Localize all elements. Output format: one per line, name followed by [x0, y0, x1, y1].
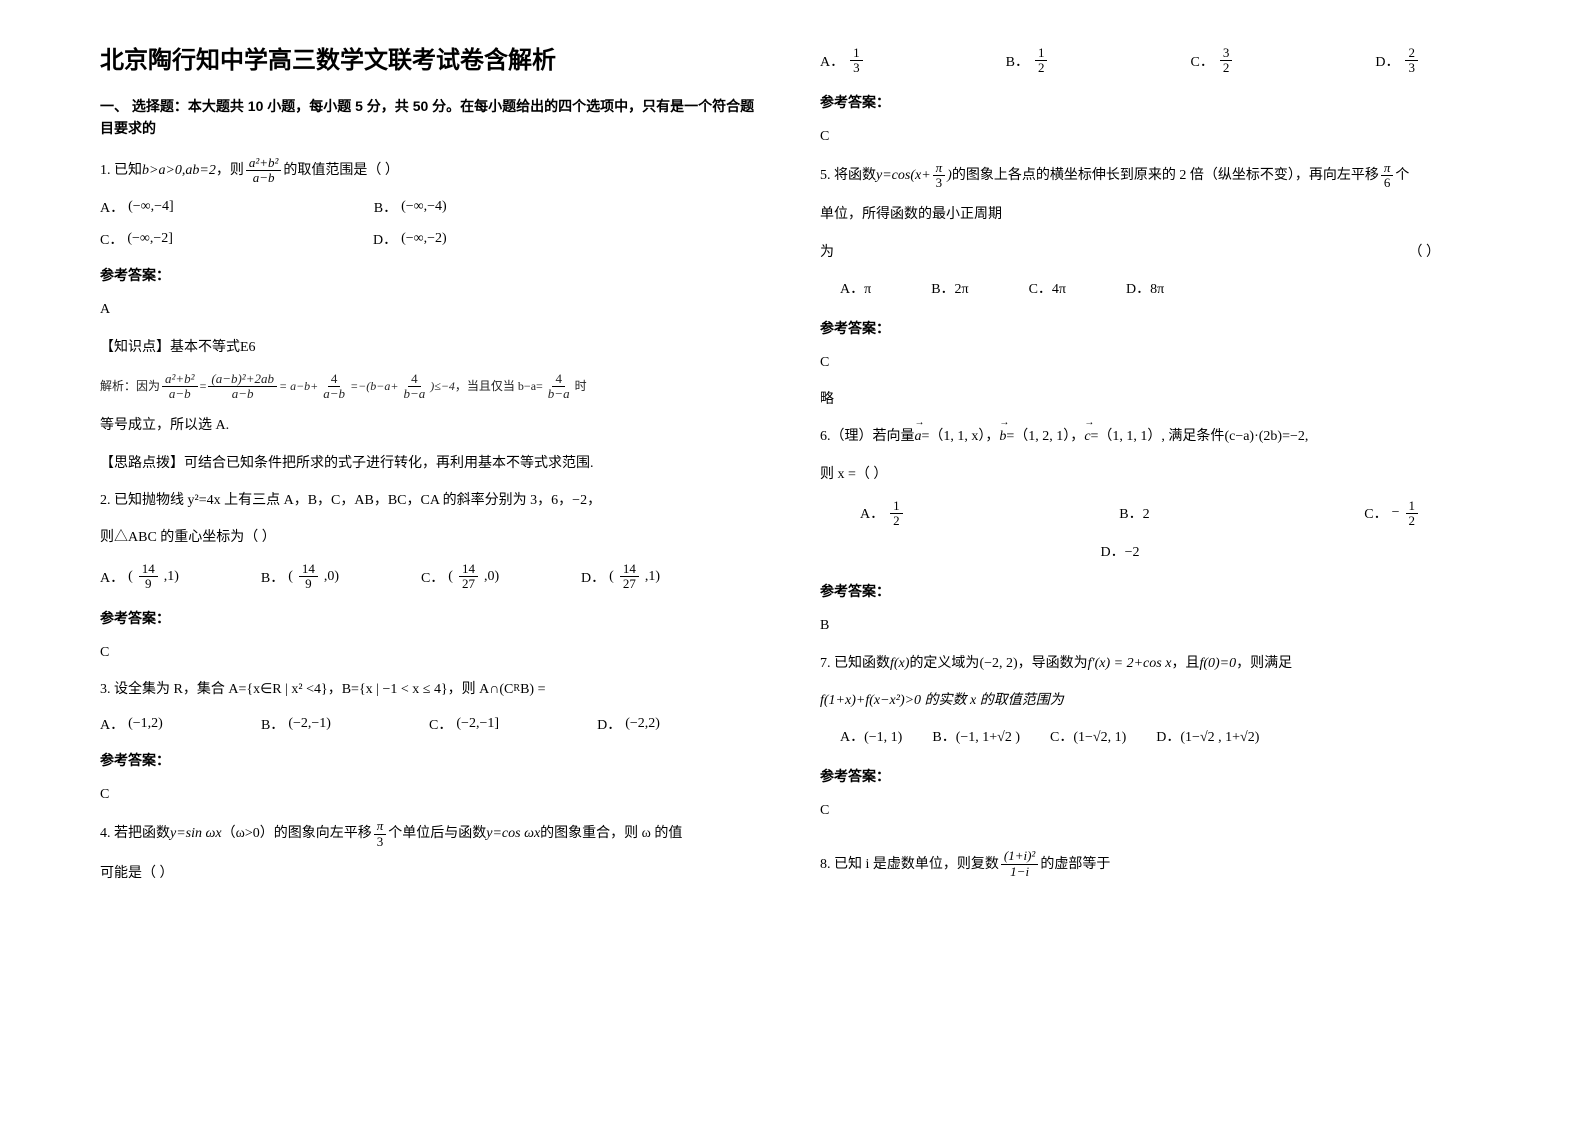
- q4-ans: C: [820, 124, 1480, 149]
- q3-ans: C: [100, 782, 760, 807]
- q1-expl: 解析：因为 a²+b²a−b = (a−b)²+2aba−b = a−b+ 4a…: [100, 372, 760, 402]
- q1-mid: ，则: [216, 158, 244, 183]
- q2-C: C． (1427,0): [421, 562, 499, 592]
- q3-stem: 3. 设全集为 R，集合 A= {x∈R | x² <4} ，B= {x | −…: [100, 677, 760, 702]
- q1-frac: a²+b² a−b: [246, 156, 282, 186]
- q1-stem: 1. 已知 b>a>0,ab=2 ，则 a²+b² a−b 的取值范围是（ ）: [100, 156, 760, 186]
- q7-line2: f(1+x)+f(x−x²)>0 的实数 x 的取值范围为: [820, 688, 1480, 713]
- q5-stem: 5. 将函数 y=cos(x+ π3 ) 的图象上各点的横坐标伸长到原来的 2 …: [820, 161, 1480, 191]
- left-column: 北京陶行知中学高三数学文联考试卷含解析 一、 选择题：本大题共 10 小题，每小…: [100, 40, 760, 892]
- q6-ans-head: 参考答案：: [820, 581, 1480, 601]
- q3-B: B．(−2,−1): [261, 714, 331, 734]
- q2-ans-head: 参考答案：: [100, 608, 760, 628]
- q5-note: 略: [820, 387, 1480, 412]
- q2-stem2: 则△ABC 的重心坐标为（ ）: [100, 525, 760, 550]
- q5-line3: 为 （ ）: [820, 240, 1440, 265]
- q6-stem: 6.（理）若向量 a =（1, 1, x）， b =（1, 2, 1）， c =…: [820, 424, 1480, 449]
- q2-B: B． (149,0): [261, 562, 339, 592]
- q6-ans: B: [820, 613, 1480, 638]
- q8-stem: 8. 已知 i 是虚数单位，则复数 (1+i)²1−i 的虚部等于: [820, 849, 1480, 879]
- q2-D: D． (1427,1): [581, 562, 660, 592]
- q7-ans-head: 参考答案：: [820, 766, 1480, 786]
- q7-ans: C: [820, 798, 1480, 823]
- q2-opts: A． (149,1) B． (149,0) C． (1427,0) D． (14…: [100, 562, 660, 592]
- q1-D: D．(−∞,−2): [373, 229, 447, 249]
- q1-opts-1: A．(−∞,−4] B．(−∞,−4): [100, 197, 760, 217]
- q5-ans: C: [820, 350, 1480, 375]
- q4-C: C．32: [1191, 46, 1235, 76]
- q1-hint: 【思路点拨】可结合已知条件把所求的式子进行转化，再利用基本不等式求范围.: [100, 451, 760, 476]
- q4-A: A．13: [820, 46, 865, 76]
- q2-ans: C: [100, 640, 760, 665]
- doc-title: 北京陶行知中学高三数学文联考试卷含解析: [100, 40, 760, 75]
- q1-pre: 1. 已知: [100, 158, 142, 183]
- q6-A: A．12: [860, 499, 905, 529]
- q1-tag: 【知识点】基本不等式E6: [100, 335, 760, 360]
- q1-opts-2: C．(−∞,−2] D．(−∞,−2): [100, 229, 760, 249]
- q7-stem: 7. 已知函数 f(x) 的定义域为 (−2, 2) ，导函数为 f′(x) =…: [820, 651, 1480, 676]
- q4-B: B．12: [1006, 46, 1050, 76]
- q4-D: D．23: [1375, 46, 1420, 76]
- q4-opts: A．13 B．12 C．32 D．23: [820, 46, 1420, 76]
- section-head: 一、 选择题：本大题共 10 小题，每小题 5 分，共 50 分。在每小题给出的…: [100, 95, 760, 140]
- q5-opts: A．π B．2π C．4π D．8π: [840, 277, 1480, 302]
- q6-opts-2: D．−2: [820, 540, 1420, 565]
- q2-stem: 2. 已知抛物线 y²=4x 上有三点 A，B，C，AB，BC，CA 的斜率分别…: [100, 488, 760, 513]
- q5-line2: 单位，所得函数的最小正周期: [820, 202, 1480, 227]
- q3-C: C．(−2,−1]: [429, 714, 499, 734]
- q1-C: C．(−∞,−2]: [100, 229, 173, 249]
- q2-A: A． (149,1): [100, 562, 179, 592]
- q1-post: 的取值范围是（ ）: [283, 158, 399, 183]
- q5-ans-head: 参考答案：: [820, 318, 1480, 338]
- q6-B: B．2: [1119, 499, 1149, 529]
- q6-opts-1: A．12 B．2 C．−12: [820, 499, 1420, 529]
- q1-cond: b>a>0,ab=2: [142, 158, 216, 183]
- q3-ans-head: 参考答案：: [100, 750, 760, 770]
- right-column: A．13 B．12 C．32 D．23 参考答案： C 5. 将函数 y=cos…: [820, 40, 1480, 892]
- q3-opts: A．(−1,2) B．(−2,−1) C．(−2,−1] D．(−2,2): [100, 714, 660, 734]
- q6-line2: 则 x =（ ）: [820, 462, 1480, 487]
- q7-opts: A．(−1, 1) B．(−1, 1+√2 ) C．(1−√2, 1) D．(1…: [840, 725, 1480, 750]
- q3-D: D．(−2,2): [597, 714, 660, 734]
- q1-ans-head: 参考答案：: [100, 265, 760, 285]
- q4-ans-head: 参考答案：: [820, 92, 1480, 112]
- q4-stem: 4. 若把函数 y=sin ωx （ω>0）的图象向左平移 π3 个单位后与函数…: [100, 819, 760, 849]
- q1-ans: A: [100, 297, 760, 322]
- q4-stem2: 可能是（ ）: [100, 861, 760, 886]
- q1-B: B．(−∞,−4): [374, 197, 447, 217]
- q1-expl-end: 等号成立，所以选 A.: [100, 413, 760, 438]
- q3-A: A．(−1,2): [100, 714, 163, 734]
- q1-A: A．(−∞,−4]: [100, 197, 174, 217]
- q6-C: C．−12: [1364, 499, 1420, 529]
